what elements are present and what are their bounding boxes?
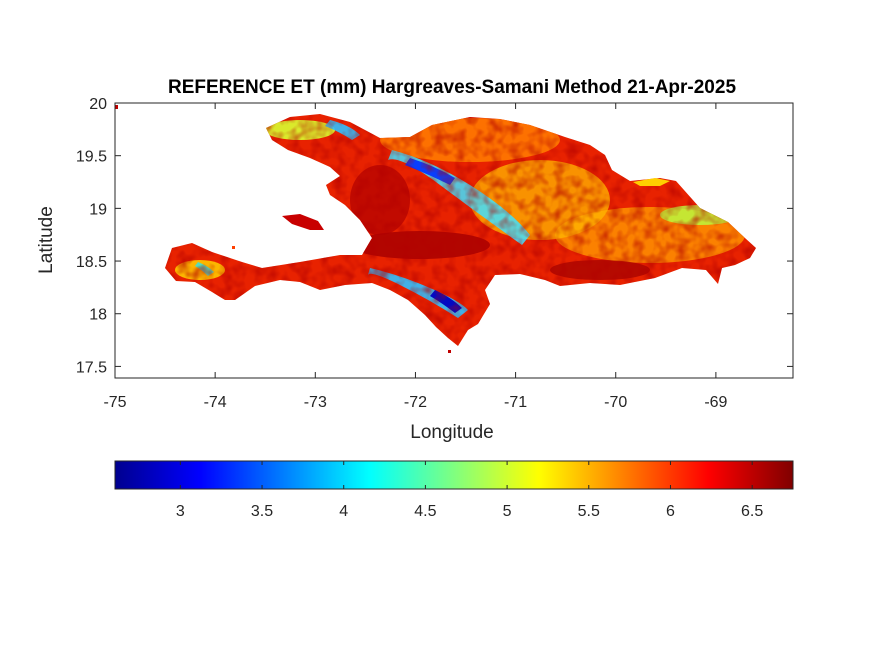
y-tick-label: 19.5 xyxy=(76,149,107,166)
x-tick-label: -69 xyxy=(704,394,727,411)
colorbar-tick-label: 4 xyxy=(339,503,348,520)
islet-corner xyxy=(115,105,118,109)
islet-south xyxy=(448,350,451,353)
y-tick-label: 20 xyxy=(89,96,107,113)
y-axis-label: Latitude xyxy=(36,206,57,274)
y-tick-label: 18.5 xyxy=(76,254,107,271)
islet-northeast xyxy=(633,178,670,186)
x-tick-label: -75 xyxy=(103,394,126,411)
x-tick-label: -70 xyxy=(604,394,627,411)
colorbar-gradient xyxy=(114,460,794,490)
x-tick-label: -71 xyxy=(504,394,527,411)
colorbar: 3 3.5 4 4.5 5 5.5 6 6.5 xyxy=(114,460,794,520)
colorbar-tick-label: 5.5 xyxy=(578,503,600,520)
colorbar-tick-label: 4.5 xyxy=(414,503,436,520)
colorbar-tick-label: 6.5 xyxy=(741,503,763,520)
y-tick-label: 19 xyxy=(89,201,107,218)
chart-title: REFERENCE ET (mm) Hargreaves-Samani Meth… xyxy=(168,77,736,98)
colorbar-tick-label: 3.5 xyxy=(251,503,273,520)
x-tick-label: -72 xyxy=(404,394,427,411)
colorbar-tick-label: 3 xyxy=(176,503,185,520)
y-tick-label: 18 xyxy=(89,307,107,324)
y-tick-label: 17.5 xyxy=(76,359,107,376)
colorbar-tick-label: 6 xyxy=(666,503,675,520)
x-tick-label: -73 xyxy=(304,394,327,411)
x-axis: -75 -74 -73 -72 -71 -70 -69 Longitude xyxy=(103,103,728,443)
islet-west xyxy=(232,246,235,249)
colorbar-tick-label: 5 xyxy=(503,503,512,520)
x-tick-label: -74 xyxy=(204,394,227,411)
gonave-island xyxy=(282,214,324,230)
y-axis: 17.5 18 18.5 19 19.5 20 Latitude xyxy=(36,96,793,376)
x-axis-label: Longitude xyxy=(410,422,493,443)
